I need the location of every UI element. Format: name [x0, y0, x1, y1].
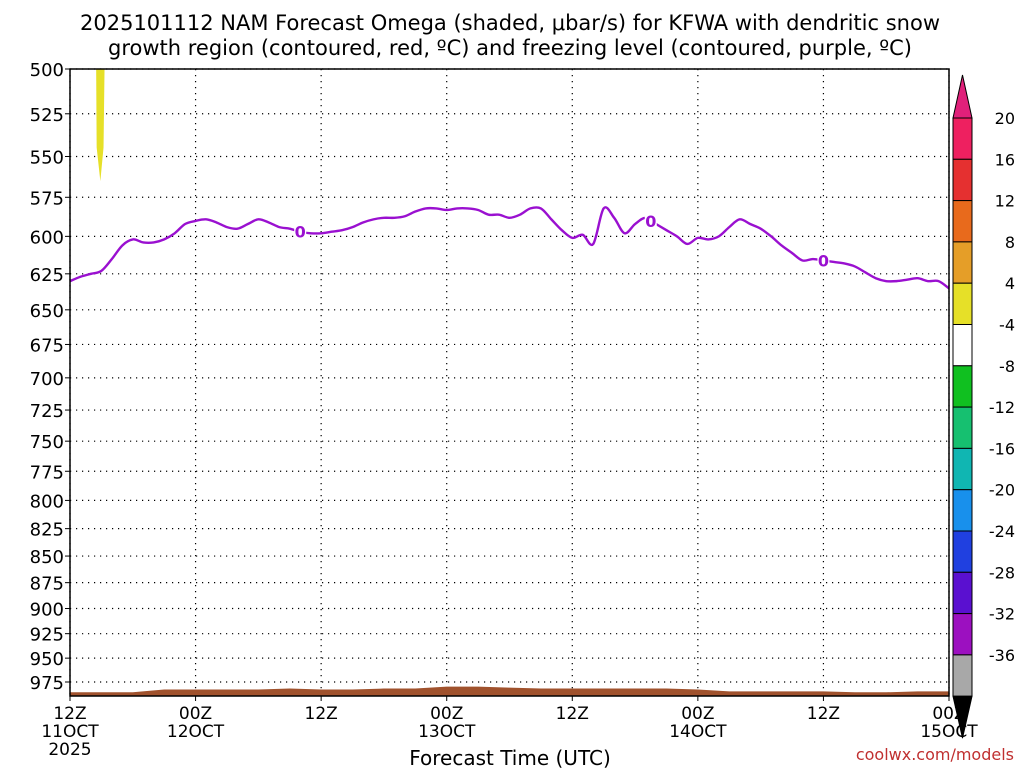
x-tick-label: 12Z	[556, 704, 589, 724]
x-axis-label: Forecast Time (UTC)	[409, 746, 611, 768]
colorbar-label: 20	[995, 109, 1015, 128]
x-tick-label: 12Z	[305, 704, 338, 724]
y-tick-label: 775	[30, 462, 64, 483]
colorbar-label: -24	[989, 522, 1015, 541]
y-tick-label: 825	[30, 520, 64, 541]
y-tick-label: 850	[30, 547, 64, 568]
colorbar-swatch	[952, 530, 973, 573]
plot-area: 0 0 0	[69, 68, 950, 696]
x-tick-label: 00Z	[430, 704, 463, 724]
y-tick-label: 675	[30, 335, 64, 356]
colorbar-label: -20	[989, 481, 1015, 500]
colorbar-top-arrow	[952, 74, 973, 119]
y-tick-label: 625	[30, 265, 64, 286]
colorbar-label: -12	[989, 398, 1015, 417]
x-tick-label: 12Z	[807, 704, 840, 724]
colorbar-swatch	[952, 406, 973, 449]
colorbar-label: -4	[999, 316, 1015, 335]
y-tick-label: 925	[30, 625, 64, 646]
colorbar-label: 16	[995, 150, 1015, 169]
y-tick-label: 975	[30, 673, 64, 694]
y-tick-label: 950	[30, 649, 64, 670]
y-tick-label: 725	[30, 401, 64, 422]
x-tick-label: 00Z	[681, 704, 714, 724]
y-tick-label: 650	[30, 301, 64, 322]
colorbar-swatch	[952, 282, 973, 326]
colorbar-label: 4	[1005, 274, 1015, 293]
plot-frame	[69, 68, 950, 697]
chart-title-line-1: 2025101112 NAM Forecast Omega (shaded, μ…	[80, 11, 940, 35]
terrain-fill	[70, 686, 949, 696]
colorbar-swatch	[952, 613, 973, 656]
x-tick-label: 00Z	[179, 704, 212, 724]
y-tick-label: 800	[30, 491, 64, 512]
colorbar-label: -16	[989, 439, 1015, 458]
omega-shade-region	[96, 69, 105, 182]
freezing-level-label: 0	[295, 223, 306, 242]
colorbar-label: -32	[989, 605, 1015, 624]
contour-label-bg	[644, 211, 657, 229]
colorbar-swatch	[952, 241, 973, 284]
colorbar-swatch	[952, 324, 973, 367]
colorbar: 20 16 12 8 4 -4 -8 -12 -16 -20 -24 -28 -32 -36	[952, 74, 1015, 739]
colorbar-swatch	[952, 158, 973, 202]
y-tick-label: 875	[30, 574, 64, 595]
freezing-level-label: 0	[645, 212, 656, 231]
x-tick-date-label: 12OCT	[167, 722, 225, 742]
y-tick-label: 575	[30, 188, 64, 209]
x-tick-date-label: 14OCT	[669, 722, 727, 742]
x-tick-date-label: 15OCT	[920, 722, 978, 742]
y-tick-label: 900	[30, 600, 64, 621]
colorbar-label: -36	[989, 646, 1015, 665]
freezing-level-label: 0	[818, 252, 829, 271]
colorbar-swatch	[952, 489, 973, 532]
axes: 500 525 550 575 600 625 650 675 700 725 750 775 800 8…	[30, 60, 979, 760]
colorbar-label: 12	[995, 192, 1015, 211]
colorbar-swatch	[952, 447, 973, 491]
credit-text: coolwx.com/models	[856, 745, 1014, 764]
y-tick-label: 525	[30, 105, 64, 126]
colorbar-swatch	[952, 654, 973, 697]
y-tick-label: 750	[30, 432, 64, 453]
y-tick-label: 550	[30, 147, 64, 168]
colorbar-bottom-arrow	[952, 695, 973, 739]
x-tick-label: 12Z	[53, 704, 86, 724]
x-tick-date-label: 13OCT	[418, 722, 476, 742]
y-tick-label: 600	[30, 227, 64, 248]
contour-label-bg	[817, 251, 830, 269]
chart-title-line-2: growth region (contoured, red, ºC) and f…	[108, 36, 912, 60]
contour-label-bg	[294, 222, 307, 240]
x-tick-date-label: 11OCT	[41, 722, 99, 742]
colorbar-label: 8	[1005, 233, 1015, 252]
colorbar-label: -28	[989, 563, 1015, 582]
colorbar-swatch	[952, 117, 973, 160]
colorbar-swatch	[952, 200, 973, 243]
y-tick-label: 700	[30, 369, 64, 390]
freezing-level-line	[69, 206, 950, 290]
colorbar-label: -8	[999, 357, 1015, 376]
y-tick-label: 500	[30, 60, 64, 81]
colorbar-swatch	[952, 571, 973, 615]
x-tick-year-label: 2025	[48, 740, 91, 760]
colorbar-swatch	[952, 365, 973, 408]
